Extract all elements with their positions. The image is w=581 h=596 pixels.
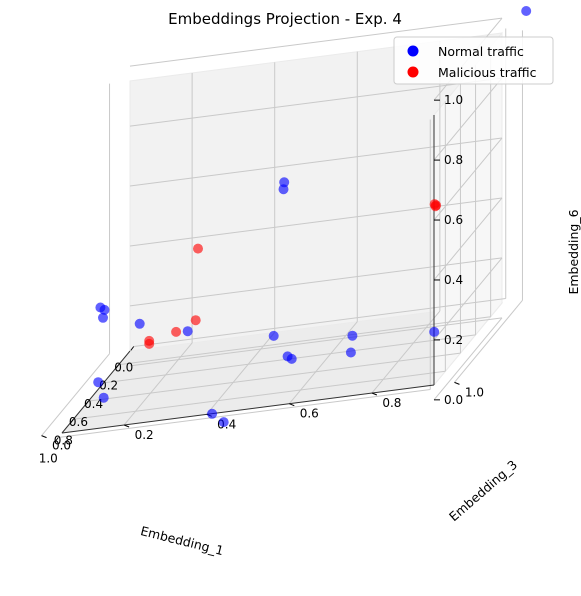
y-tick-mark xyxy=(454,382,459,384)
legend-marker-normal xyxy=(408,46,419,57)
y-tick-label: 0.2 xyxy=(135,428,154,442)
z-axis-label: Embedding_6 xyxy=(566,209,581,294)
data-point-normal xyxy=(207,409,217,419)
data-point-normal xyxy=(521,6,531,16)
data-point-normal xyxy=(429,327,439,337)
data-point-malicious xyxy=(144,339,154,349)
data-point-normal xyxy=(269,331,279,341)
z-tick-label: 0.4 xyxy=(444,273,463,287)
y-tick-mark xyxy=(42,436,47,438)
z-tick-label: 1.0 xyxy=(444,93,463,107)
y-tick-mark xyxy=(372,393,377,395)
data-point-normal xyxy=(99,393,109,403)
data-point-normal xyxy=(183,326,193,336)
y-axis-label: Embedding_3 xyxy=(446,457,520,524)
x-axis-label: Embedding_1 xyxy=(139,523,225,558)
legend-label-malicious: Malicious traffic xyxy=(438,65,537,80)
z-tick-label: 0.6 xyxy=(444,213,463,227)
data-point-normal xyxy=(283,351,293,361)
z-tick-label: 0.0 xyxy=(444,393,463,407)
data-point-malicious xyxy=(171,327,181,337)
data-point-normal xyxy=(279,184,289,194)
z-tick-label: 0.8 xyxy=(444,153,463,167)
y-tick-label: 1.0 xyxy=(465,385,484,399)
legend-label-normal: Normal traffic xyxy=(438,44,524,59)
y-tick-label: 0.6 xyxy=(300,407,319,421)
chart-title: Embeddings Projection - Exp. 4 xyxy=(168,10,402,28)
data-point-malicious xyxy=(193,244,203,254)
legend-marker-malicious xyxy=(408,67,419,78)
y-tick-mark xyxy=(289,404,294,406)
data-point-normal xyxy=(95,303,105,313)
data-point-normal xyxy=(135,319,145,329)
z-tick-label: 0.2 xyxy=(444,333,463,347)
data-point-normal xyxy=(219,417,229,427)
y-tick-label: 0.8 xyxy=(382,396,401,410)
data-point-malicious xyxy=(191,315,201,325)
data-point-malicious xyxy=(430,199,440,209)
y-tick-mark xyxy=(124,425,129,427)
data-point-normal xyxy=(346,348,356,358)
chart-legend: Normal traffic Malicious traffic xyxy=(394,37,553,84)
data-point-normal xyxy=(347,331,357,341)
data-point-normal xyxy=(93,377,103,387)
x-tick-label: 1.0 xyxy=(39,452,58,466)
